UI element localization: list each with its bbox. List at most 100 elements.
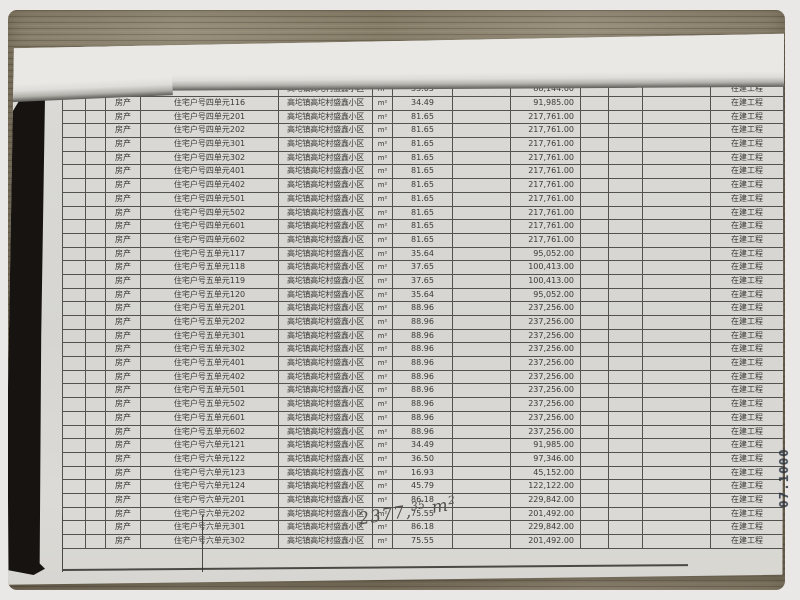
table-row: 房产 住宅户号五单元401 高坨镇高坨村盛鑫小区 m² 88.96 237,256.00 在… [63,357,784,371]
cell-type: 房产 [106,398,141,411]
cell-blank [581,302,609,315]
cell-value: 97,346.00 [511,452,581,466]
cell-unit: 住宅户号五单元201 [141,302,279,315]
cell-blank [643,357,711,370]
cell-blank [609,316,643,329]
cell-value: 201,492.00 [511,507,581,521]
cell-blank [643,233,711,247]
cell-type: 房产 [106,151,141,165]
cell-area: 88.96 [393,302,453,315]
cell-type: 房产 [106,466,141,480]
cell-type: 房产 [106,493,141,507]
cell-blank [63,370,86,384]
folded-page-edge-right [82,33,784,92]
cell-blank [453,439,511,452]
cell-blank [63,151,86,165]
cell-status: 在建工程 [711,220,784,233]
cell-blank [86,124,106,138]
cell-blank [63,357,86,370]
cell-blank [453,411,511,425]
cell-unit: 住宅户号五单元402 [141,370,279,384]
cell-blank [643,83,711,96]
cell-value: 217,761.00 [511,192,581,206]
cell-blank [609,384,643,398]
cell-blank [86,521,106,534]
cell-blank [453,288,511,302]
cell-blank [63,493,86,507]
cell-unit: 住宅户号四单元401 [141,165,279,179]
cell-location: 高坨镇高坨村盛鑫小区 [279,124,373,138]
cell-blank [63,329,86,343]
cell-area: 35.64 [393,288,453,302]
cell-status: 在建工程 [711,398,784,411]
cell-blank [63,274,86,288]
cell-blank [609,370,643,384]
cell-blank [609,261,643,274]
cell-location: 高坨镇高坨村盛鑫小区 [279,206,373,220]
cell-blank [453,507,511,521]
cell-blank [643,439,711,452]
cell-blank [86,192,106,206]
cell-value: 95,052.00 [511,288,581,302]
cell-value: 217,761.00 [511,233,581,247]
cell-status: 在建工程 [711,521,784,534]
table-row: 房产 住宅户号四单元401 高坨镇高坨村盛鑫小区 m² 81.65 217,761.00 在… [63,165,784,180]
cell-area: 75.55 [393,535,453,548]
cell-area: 81.65 [393,206,453,220]
cell-blank [63,233,86,247]
cell-blank [86,535,106,548]
cell-blank [643,343,711,357]
cell-area: 34.49 [393,439,453,452]
cell-blank [609,466,643,480]
cell-blank [643,398,711,411]
cell-status: 在建工程 [711,411,784,425]
cell-blank [609,329,643,343]
cell-blank [86,165,106,179]
cell-blank [643,220,711,233]
cell-blank [609,411,643,425]
table-row: 房产 住宅户号五单元302 高坨镇高坨村盛鑫小区 m² 88.96 237,256.00 在… [63,343,784,358]
cell-type: 房产 [106,179,141,192]
cell-uom: m² [373,452,393,466]
cell-uom: m² [373,206,393,220]
cell-blank [453,466,511,480]
cell-blank [63,384,86,398]
cell-blank [609,124,643,138]
cell-blank [63,110,86,124]
cell-unit: 住宅户号五单元602 [141,425,279,439]
cell-blank [453,124,511,138]
cell-type: 房产 [106,343,141,357]
cell-area: 88.96 [393,411,453,425]
cell-value: 217,761.00 [511,138,581,151]
cell-unit: 住宅户号五单元502 [141,398,279,411]
cell-blank [581,124,609,138]
cell-unit: 住宅户号五单元120 [141,288,279,302]
table-row: 房产 住宅户号五单元201 高坨镇高坨村盛鑫小区 m² 88.96 237,256.00 在… [63,302,784,316]
cell-uom: m² [373,165,393,179]
cell-blank [86,480,106,493]
cell-status: 在建工程 [711,302,784,315]
cell-blank [453,247,511,261]
cell-unit: 住宅户号五单元601 [141,411,279,425]
cell-unit: 住宅户号六单元122 [141,452,279,466]
cell-type: 房产 [106,124,141,138]
document-paper: 高坨镇高坨村盛鑫小区m²33.0588,144.00在建工程房产住宅户号四单元1… [8,31,784,587]
column-border-extension-line [202,515,203,572]
cell-unit: 住宅户号五单元118 [141,261,279,274]
cell-area: 88.96 [393,384,453,398]
cell-uom: m² [373,357,393,370]
cell-status: 在建工程 [711,247,784,261]
cell-blank [453,165,511,179]
table-row: 房产 住宅户号五单元119 高坨镇高坨村盛鑫小区 m² 37.65 100,413.00 在… [63,274,784,289]
cell-blank [453,357,511,370]
cell-area: 81.65 [393,192,453,206]
cell-value: 237,256.00 [511,384,581,398]
handwritten-dec-part: 35 [409,498,426,514]
cell-blank [63,124,86,138]
cell-area: 37.65 [393,261,453,274]
cell-area: 16.93 [393,466,453,480]
cell-blank [86,425,106,439]
cell-uom: m² [373,261,393,274]
cell-blank [643,151,711,165]
table-row: 房产 住宅户号五单元120 高坨镇高坨村盛鑫小区 m² 35.64 95,052.00 在建… [63,288,784,303]
